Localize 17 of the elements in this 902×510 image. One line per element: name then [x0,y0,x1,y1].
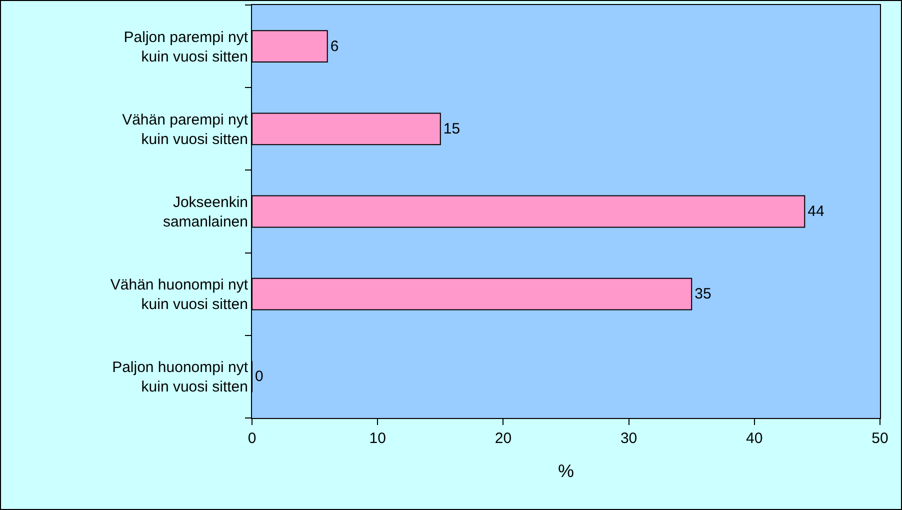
x-axis-title: % [558,461,574,482]
data-label: 35 [694,286,712,303]
data-label: 0 [255,368,264,386]
data-label: 6 [330,38,339,55]
x-tick-label: 40 [746,430,763,447]
data-label: 44 [808,203,824,220]
y-tick-label: Jokseenkin samanlainen [162,194,248,230]
x-tick-label: 20 [494,430,512,447]
x-tick-label: 10 [369,430,386,447]
x-tick-label: 0 [248,430,256,447]
y-tick-label: Vähän parempi nyt kuin vuosi sitten [122,111,249,148]
x-tick-label: 50 [872,430,888,447]
y-tick-label: Vähän huonompi nyt kuin vuosi sitten [110,276,249,314]
x-tick-label: 30 [620,430,638,447]
data-label: 15 [443,120,460,138]
y-tick-label: Paljon parempi nyt kuin vuosi sitten [124,28,249,66]
y-tick-label: Paljon huonompi nyt kuin vuosi sitten [112,359,249,396]
